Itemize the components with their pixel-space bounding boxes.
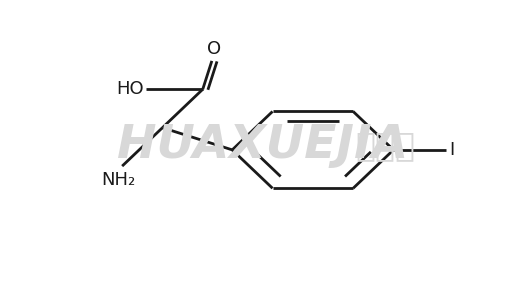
Text: HO: HO [116,80,145,98]
Text: I: I [449,141,454,159]
Text: 化学加: 化学加 [355,129,415,162]
Text: HUAXUEJIA: HUAXUEJIA [118,123,409,168]
Text: O: O [207,39,221,58]
Text: NH₂: NH₂ [101,170,135,189]
